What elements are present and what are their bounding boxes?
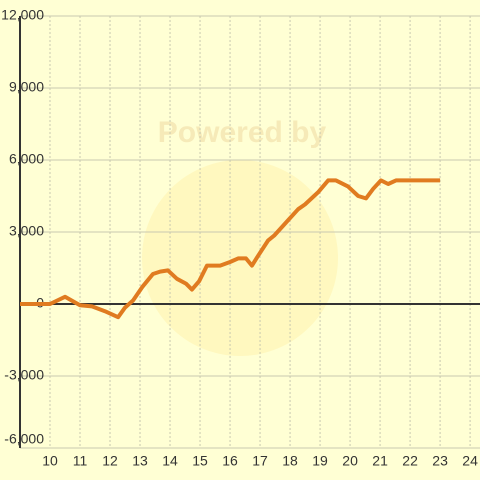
x-tick-label: 10 xyxy=(42,453,58,469)
y-tick-label: 9,000 xyxy=(9,79,44,95)
x-tick-label: 20 xyxy=(342,453,358,469)
y-tick-label: -3,000 xyxy=(4,367,44,383)
x-tick-label: 19 xyxy=(312,453,328,469)
y-tick-label: 12,000 xyxy=(1,7,44,23)
x-tick-label: 21 xyxy=(372,453,388,469)
x-tick-label: 23 xyxy=(432,453,448,469)
x-tick-label: 13 xyxy=(132,453,148,469)
y-tick-label: 6,000 xyxy=(9,151,44,167)
x-tick-label: 14 xyxy=(162,453,178,469)
x-tick-label: 24 xyxy=(462,453,478,469)
x-tick-label: 15 xyxy=(192,453,208,469)
y-tick-label: -6,000 xyxy=(4,431,44,447)
x-tick-label: 11 xyxy=(73,453,88,469)
y-tick-label: 3,000 xyxy=(9,223,44,239)
data-line xyxy=(20,178,441,320)
x-tick-label: 17 xyxy=(252,453,268,469)
x-tick-label: 16 xyxy=(222,453,238,469)
x-tick-label: 12 xyxy=(102,453,118,469)
x-tick-label: 22 xyxy=(402,453,418,469)
watermark-text: Powered by xyxy=(158,116,327,149)
x-tick-label: 18 xyxy=(282,453,298,469)
